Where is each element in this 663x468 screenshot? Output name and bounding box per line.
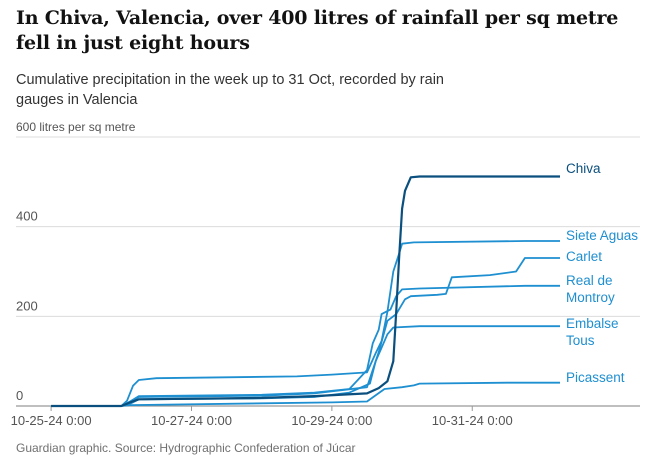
chart-headline: In Chiva, Valencia, over 400 litres of r… bbox=[16, 7, 619, 54]
x-tick-label: 10-29-24 0:00 bbox=[291, 413, 372, 428]
precipitation-line-chart: 600 litres per sq metre 0 200 400 10-25-24 … bbox=[11, 120, 640, 428]
grid-layer: 600 litres per sq metre 0 200 400 bbox=[16, 120, 640, 407]
x-axis-ticks: 10-25-24 0:00 10-27-24 0:00 10-29-24 0:00 1… bbox=[11, 406, 513, 428]
y-tick-label: 400 bbox=[16, 209, 38, 224]
series-line-siete-aguas bbox=[51, 240, 560, 407]
series-label-chiva: Chiva bbox=[566, 161, 601, 176]
series-label-picassent: Picassent bbox=[566, 370, 625, 385]
y-tick-label: 0 bbox=[16, 388, 23, 403]
chart-subtitle: Cumulative precipitation in the week up … bbox=[16, 72, 444, 108]
series-label-embalse-tous: Embalse Tous bbox=[566, 316, 619, 348]
series-label-real-de-montroy: Real de Montroy bbox=[566, 273, 615, 305]
series-line-real-de-montroy bbox=[51, 284, 560, 407]
x-tick-label: 10-31-24 0:00 bbox=[432, 413, 513, 428]
series-label-carlet: Carlet bbox=[566, 249, 602, 264]
y-tick-label: 200 bbox=[16, 298, 38, 313]
series-line-chiva bbox=[51, 175, 560, 408]
x-tick-label: 10-25-24 0:00 bbox=[11, 413, 92, 428]
series-line-picassent bbox=[51, 381, 560, 407]
series-labels: Picassent Embalse Tous Real de Montroy Carlet… bbox=[566, 161, 638, 385]
series-label-siete-aguas: Siete Aguas bbox=[566, 228, 638, 243]
x-tick-label: 10-27-24 0:00 bbox=[151, 413, 232, 428]
series-layer bbox=[51, 175, 560, 408]
y-tick-label-top: 600 litres per sq metre bbox=[16, 120, 136, 134]
source-credit: Guardian graphic. Source: Hydrographic C… bbox=[16, 441, 356, 455]
